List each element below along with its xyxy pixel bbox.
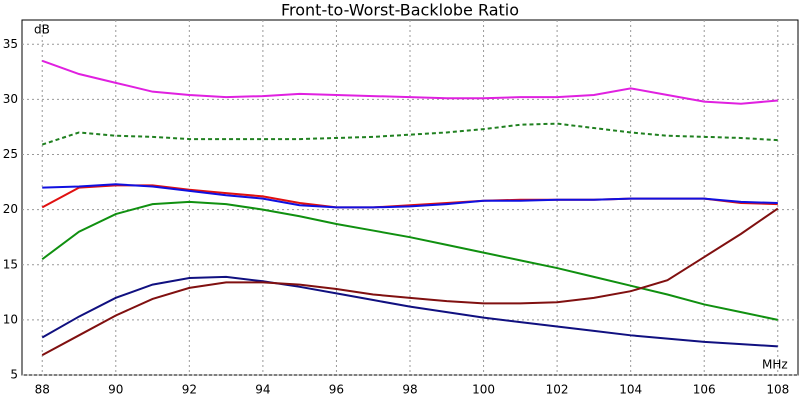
y-tick-label: 20 — [3, 202, 18, 216]
x-tick-label: 102 — [546, 383, 569, 397]
series-line — [41, 275, 778, 348]
chart-title: Front-to-Worst-Backlobe Ratio — [281, 1, 519, 20]
x-tick-label: 92 — [182, 383, 197, 397]
series-line — [41, 200, 778, 321]
series-line — [41, 59, 778, 105]
y-tick-label: 35 — [3, 37, 18, 51]
series-line — [42, 183, 778, 209]
y-tick-label: 10 — [3, 312, 18, 326]
x-tick-label: 96 — [329, 383, 344, 397]
y-tick-label: 5 — [10, 368, 18, 382]
x-tick-label: 100 — [472, 383, 495, 397]
x-tick-label: 90 — [108, 383, 123, 397]
y-tick-label: 30 — [3, 92, 18, 106]
x-tick-label: 98 — [402, 383, 417, 397]
x-tick-label: 106 — [693, 383, 716, 397]
x-tick-label: 108 — [766, 383, 789, 397]
y-axis-label: dB — [34, 23, 50, 37]
series-line — [41, 207, 779, 357]
x-tick-label: 104 — [619, 383, 642, 397]
y-tick-label: 25 — [3, 147, 18, 161]
x-tick-label: 94 — [255, 383, 270, 397]
x-tick-label: 88 — [35, 383, 50, 397]
x-axis-label: MHz — [762, 358, 788, 372]
y-tick-label: 15 — [3, 257, 18, 271]
series-line — [41, 122, 778, 146]
